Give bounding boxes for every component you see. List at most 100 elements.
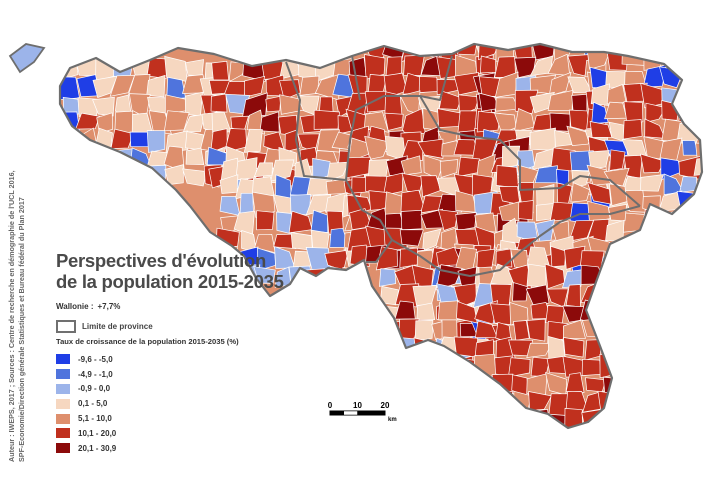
municipality xyxy=(364,54,386,80)
municipality xyxy=(76,166,99,190)
province-border-legend: Limite de province xyxy=(56,320,153,333)
municipality xyxy=(455,373,479,397)
municipality xyxy=(416,302,436,321)
scale-tick-label: 20 xyxy=(381,401,390,410)
municipality xyxy=(455,357,477,380)
municipality xyxy=(375,246,398,271)
municipality xyxy=(526,342,553,359)
municipality xyxy=(473,430,495,452)
municipality xyxy=(185,59,204,77)
municipality xyxy=(472,375,495,398)
municipality xyxy=(397,360,420,376)
legend-swatch xyxy=(56,428,70,439)
municipality xyxy=(94,148,118,171)
municipality xyxy=(529,127,556,151)
legend-label: 0,1 - 5,0 xyxy=(78,399,108,409)
province-border xyxy=(345,179,393,263)
municipality xyxy=(92,75,118,99)
municipality xyxy=(414,319,434,342)
municipality xyxy=(475,395,495,414)
municipality xyxy=(146,130,166,153)
municipality xyxy=(265,95,282,113)
municipality xyxy=(604,270,624,290)
municipality xyxy=(679,65,700,88)
municipality xyxy=(432,356,454,379)
municipality xyxy=(439,159,459,178)
legend-label: -4,9 - -1,0 xyxy=(78,369,113,379)
municipality xyxy=(529,430,550,450)
municipality xyxy=(418,76,440,93)
municipality xyxy=(146,74,166,98)
municipality xyxy=(586,218,610,242)
municipality xyxy=(695,105,702,120)
municipality xyxy=(368,190,389,211)
legend-item: 10,1 - 20,0 xyxy=(56,426,116,441)
municipality xyxy=(75,112,101,130)
scale-tick-label: 0 xyxy=(328,401,333,410)
municipality xyxy=(591,101,609,125)
municipality xyxy=(640,153,665,174)
municipality xyxy=(442,428,460,451)
region-boundary xyxy=(58,42,704,430)
municipality xyxy=(571,170,591,188)
legend-item: -9,6 - -5,0 xyxy=(56,352,116,367)
credit-line-2: SPF-Economie/Direction générale Statisti… xyxy=(17,197,26,462)
municipality xyxy=(182,168,208,187)
municipality xyxy=(698,46,702,69)
legend-swatch xyxy=(56,443,70,454)
municipality xyxy=(608,183,628,207)
municipality xyxy=(599,408,623,428)
municipality xyxy=(677,52,701,71)
municipality xyxy=(60,167,81,191)
province-border xyxy=(285,55,453,181)
municipality xyxy=(454,425,479,428)
wallonie-total: Wallonie : +7,7% xyxy=(56,302,120,311)
legend-label: 5,1 - 10,0 xyxy=(78,414,112,424)
municipality xyxy=(528,391,553,411)
municipality xyxy=(609,149,626,171)
municipality xyxy=(399,229,424,247)
municipality xyxy=(695,213,702,231)
province-border xyxy=(351,55,361,101)
legend-swatch xyxy=(56,398,70,409)
legend-item: -4,9 - -1,0 xyxy=(56,367,116,382)
map-title: Perspectives d'évolution de la populatio… xyxy=(56,250,284,292)
legend-item: 0,1 - 5,0 xyxy=(56,396,116,411)
municipality xyxy=(436,391,459,416)
legend-swatch xyxy=(56,369,70,380)
municipality xyxy=(453,72,479,96)
municipality xyxy=(475,409,495,428)
municipality xyxy=(645,102,667,123)
municipality xyxy=(273,233,297,249)
municipality xyxy=(682,211,699,234)
legend-label: -9,6 - -5,0 xyxy=(78,354,113,364)
municipality xyxy=(697,122,702,141)
legend-label: 20,1 - 30,9 xyxy=(78,443,117,453)
municipality xyxy=(289,176,313,197)
province-border-label: Limite de province xyxy=(82,322,153,331)
municipality xyxy=(364,90,388,113)
legend-item: 20,1 - 30,9 xyxy=(56,441,116,456)
scale-unit: km xyxy=(388,417,397,423)
municipality xyxy=(400,155,422,176)
legend-label: -0,9 - 0,0 xyxy=(78,384,111,394)
municipality xyxy=(534,165,558,184)
municipality xyxy=(680,83,702,105)
scale-tick-label: 10 xyxy=(353,401,362,410)
municipality xyxy=(603,283,623,304)
municipality xyxy=(244,75,266,98)
municipality xyxy=(489,407,513,428)
municipality xyxy=(92,96,115,117)
municipality xyxy=(600,432,621,450)
municipality xyxy=(526,263,547,288)
municipality xyxy=(60,148,81,169)
municipality xyxy=(602,337,624,359)
municipality xyxy=(498,201,521,222)
title-line-1: Perspectives d'évolution xyxy=(56,250,267,271)
municipality xyxy=(562,269,584,288)
municipality xyxy=(455,414,477,428)
legend-item: 5,1 - 10,0 xyxy=(56,411,116,426)
municipality xyxy=(381,320,402,344)
municipality xyxy=(243,128,263,153)
municipality xyxy=(182,113,206,133)
